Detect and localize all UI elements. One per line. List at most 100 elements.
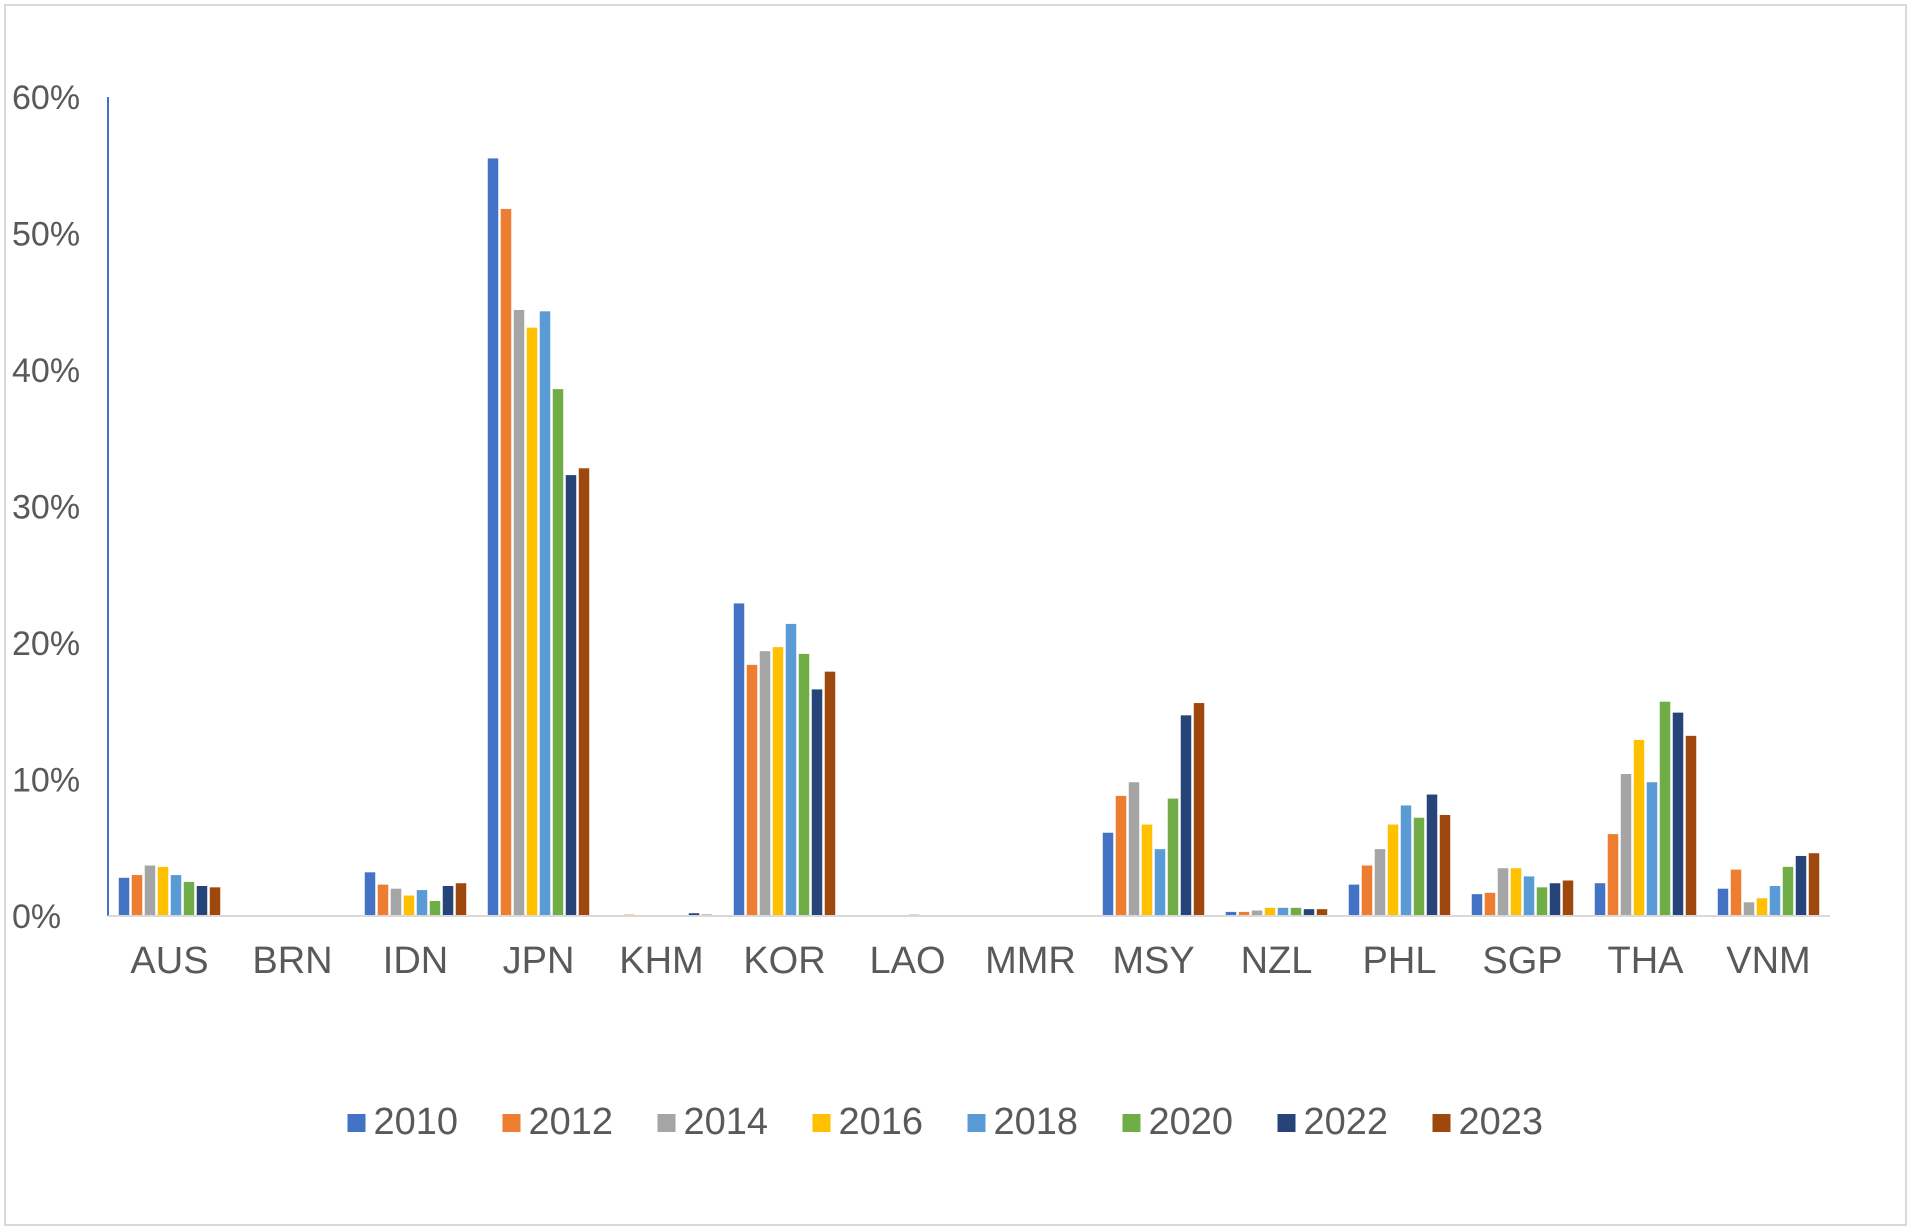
y-axis: 0% 10% 20% 30% 40% 50% 60% xyxy=(12,79,109,936)
x-tick-label: PHL xyxy=(1363,940,1437,982)
bar-jpn-2018 xyxy=(539,311,551,916)
bar-aus-2014 xyxy=(144,865,156,916)
bar-kor-2014 xyxy=(759,651,771,916)
y-tick-label: 40% xyxy=(12,352,80,390)
bar-tha-2010 xyxy=(1594,883,1606,916)
bar-aus-2020 xyxy=(183,881,195,917)
bar-sgp-2022 xyxy=(1549,883,1561,916)
bar-nzl-2014 xyxy=(1251,910,1263,916)
x-tick-label: KHM xyxy=(619,940,703,982)
bar-vnm-2018 xyxy=(1769,885,1781,916)
bar-sgp-2020 xyxy=(1536,887,1548,916)
bar-aus-2010 xyxy=(118,877,130,916)
x-tick-label: BRN xyxy=(252,940,332,982)
legend-label: 2020 xyxy=(1149,1101,1234,1143)
bar-idn-2023 xyxy=(455,883,467,916)
bar-tha-2014 xyxy=(1620,774,1632,916)
legend-label: 2014 xyxy=(684,1101,769,1143)
legend-swatch xyxy=(1122,1114,1141,1132)
bar-vnm-2010 xyxy=(1717,888,1729,916)
bar-aus-2012 xyxy=(131,875,143,916)
bar-tha-2020 xyxy=(1659,701,1671,916)
bar-sgp-2014 xyxy=(1497,868,1509,916)
legend-label: 2012 xyxy=(529,1101,614,1143)
bar-kor-2012 xyxy=(746,664,758,916)
bar-vnm-2023 xyxy=(1808,853,1820,916)
bar-nzl-2023 xyxy=(1316,909,1328,916)
bar-vnm-2020 xyxy=(1782,866,1794,916)
bar-phl-2014 xyxy=(1374,849,1386,916)
bar-msy-2020 xyxy=(1167,798,1179,916)
bar-tha-2012 xyxy=(1607,834,1619,916)
bar-kor-2010 xyxy=(733,603,745,916)
y-tick-label: 20% xyxy=(12,625,80,663)
bar-phl-2020 xyxy=(1413,817,1425,916)
legend-swatch xyxy=(502,1114,521,1132)
bar-msy-2016 xyxy=(1141,824,1153,916)
bar-idn-2020 xyxy=(429,900,441,916)
bar-sgp-2010 xyxy=(1471,894,1483,916)
bar-tha-2018 xyxy=(1646,782,1658,916)
bar-jpn-2014 xyxy=(513,309,525,916)
x-tick-label: LAO xyxy=(869,940,945,982)
bar-phl-2018 xyxy=(1400,805,1412,916)
x-tick-label: THA xyxy=(1608,940,1685,982)
bar-phl-2012 xyxy=(1361,865,1373,916)
bar-idn-2010 xyxy=(364,872,376,916)
bar-jpn-2010 xyxy=(487,158,499,917)
bar-vnm-2014 xyxy=(1743,902,1755,916)
bar-msy-2012 xyxy=(1115,795,1127,916)
bar-idn-2016 xyxy=(403,895,415,916)
bar-nzl-2012 xyxy=(1238,911,1250,916)
legend-swatch xyxy=(1277,1114,1296,1132)
bar-nzl-2022 xyxy=(1303,909,1315,916)
legend-swatch xyxy=(967,1114,986,1132)
bar-kor-2022 xyxy=(811,689,823,916)
x-axis: AUS BRN IDN JPN KHM KOR LAO MMR MSY NZL PHL SGP THA V… xyxy=(108,915,1830,982)
bar-aus-2016 xyxy=(157,866,169,916)
legend-swatch xyxy=(657,1114,676,1132)
y-tick-label: 10% xyxy=(12,762,80,800)
bar-phl-2010 xyxy=(1348,884,1360,916)
x-tick-label: MMR xyxy=(985,940,1076,982)
bar-jpn-2016 xyxy=(526,327,538,916)
x-tick-label: KOR xyxy=(743,940,825,982)
x-tick-label: IDN xyxy=(383,940,448,982)
bar-jpn-2022 xyxy=(565,475,577,916)
bar-sgp-2023 xyxy=(1562,880,1574,916)
bar-idn-2022 xyxy=(442,885,454,916)
bar-nzl-2020 xyxy=(1290,907,1302,916)
y-tick-label: 60% xyxy=(12,79,80,117)
bar-kor-2020 xyxy=(798,653,810,916)
bar-jpn-2023 xyxy=(578,468,590,916)
bar-kor-2016 xyxy=(772,647,784,916)
bar-msy-2010 xyxy=(1102,832,1114,916)
bar-phl-2023 xyxy=(1439,814,1451,916)
bar-vnm-2012 xyxy=(1730,869,1742,916)
x-tick-label: MSY xyxy=(1112,940,1194,982)
x-tick-label: JPN xyxy=(503,940,575,982)
bar-nzl-2016 xyxy=(1264,907,1276,916)
x-tick-label: VNM xyxy=(1726,940,1810,982)
bar-kor-2023 xyxy=(824,671,836,916)
bar-vnm-2022 xyxy=(1795,855,1807,916)
legend-label: 2010 xyxy=(374,1101,459,1143)
legend-swatch xyxy=(347,1114,366,1132)
bar-sgp-2016 xyxy=(1510,868,1522,916)
bar-aus-2022 xyxy=(196,885,208,916)
bar-msy-2023 xyxy=(1193,703,1205,916)
bar-kor-2018 xyxy=(785,623,797,916)
bar-sgp-2018 xyxy=(1523,876,1535,916)
x-tick-label: SGP xyxy=(1482,940,1562,982)
bar-msy-2022 xyxy=(1180,715,1192,916)
y-tick-label: 50% xyxy=(12,216,80,254)
bar-aus-2023 xyxy=(209,887,221,916)
bar-khm-2022 xyxy=(688,913,700,916)
bar-msy-2014 xyxy=(1128,782,1140,916)
legend-label: 2018 xyxy=(994,1101,1079,1143)
bar-tha-2023 xyxy=(1685,735,1697,916)
bar-idn-2018 xyxy=(416,890,428,916)
bar-nzl-2010 xyxy=(1225,911,1237,916)
bar-tha-2016 xyxy=(1633,739,1645,916)
